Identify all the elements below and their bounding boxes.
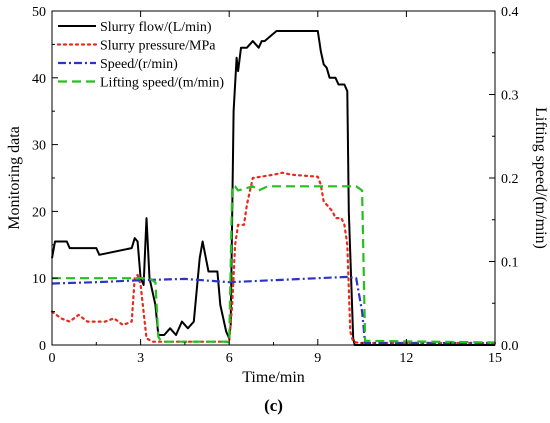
x-tick-label-4: 12 bbox=[399, 351, 413, 366]
x-tick-label-0: 0 bbox=[49, 351, 56, 366]
legend-label-3: Lifting speed/(m/min) bbox=[100, 76, 224, 91]
y-left-tick-label-3: 30 bbox=[32, 139, 46, 154]
x-tick-label-2: 6 bbox=[226, 351, 233, 366]
x-axis-label: Time/min bbox=[242, 369, 305, 386]
y-left-tick-label-5: 50 bbox=[32, 5, 46, 20]
series-line-3 bbox=[52, 185, 496, 344]
y-axis-label-left: Monitoring data bbox=[6, 126, 23, 230]
legend-label-1: Slurry pressure/MPa bbox=[100, 39, 216, 54]
y-right-tick-label-4: 0.4 bbox=[501, 5, 519, 20]
series-line-1 bbox=[50, 171, 497, 345]
legend-label-0: Slurry flow/(L/min) bbox=[100, 20, 212, 35]
figure-label: (c) bbox=[264, 396, 283, 415]
y-right-tick-label-3: 0.3 bbox=[501, 89, 519, 104]
data-layer bbox=[50, 30, 497, 346]
y-left-tick-label-4: 40 bbox=[32, 72, 46, 87]
y-left-tick-label-1: 10 bbox=[32, 272, 46, 287]
y-right-tick-label-0: 0.0 bbox=[501, 339, 519, 354]
ticks-layer: 0 3 6 9 12 15 0 10 20 30 40 50 0.0 0.1 0.2 0.3 0.4 bbox=[32, 5, 519, 366]
y-axis-label-right: Lifting speed/(m/min) bbox=[532, 107, 549, 249]
y-right-tick-label-1: 0.1 bbox=[501, 256, 519, 271]
y-left-tick-label-0: 0 bbox=[39, 339, 46, 354]
series-line-2 bbox=[51, 275, 495, 345]
x-tick-label-1: 3 bbox=[137, 351, 144, 366]
legend-label-2: Speed/(r/min) bbox=[100, 57, 178, 72]
y-left-tick-label-2: 20 bbox=[32, 205, 46, 220]
x-tick-label-5: 15 bbox=[488, 351, 502, 366]
y-right-tick-label-2: 0.2 bbox=[501, 172, 519, 187]
x-tick-label-3: 9 bbox=[314, 351, 321, 366]
legend: Slurry flow/(L/min) Slurry pressure/MPa Sp… bbox=[56, 20, 224, 91]
